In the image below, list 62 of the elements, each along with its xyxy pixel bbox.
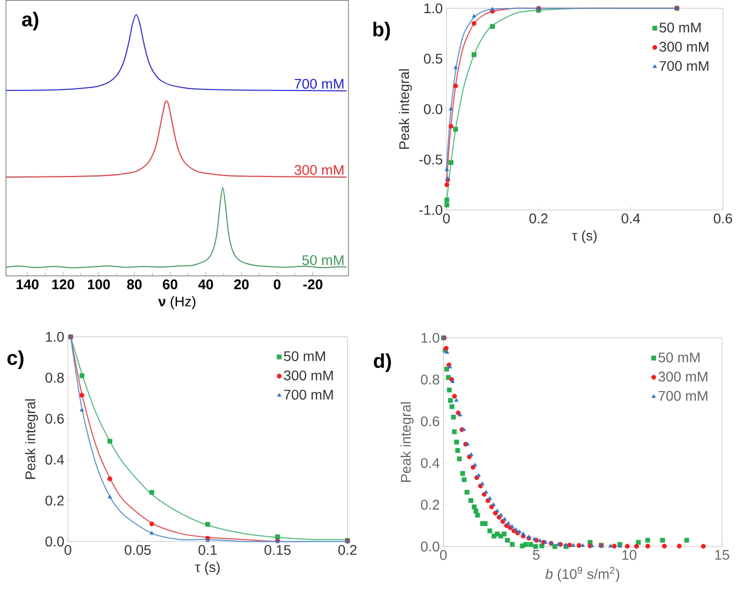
x-tick-label: 0.6 — [714, 213, 732, 224]
text: c) — [7, 350, 24, 369]
x-tick-label: 0 — [440, 550, 447, 560]
x-axis-title: b (10$^{9}$ s/m$^{2}$) — [545, 566, 620, 582]
x-tick-label: 80 — [127, 279, 142, 290]
x-tick-label: 0 — [274, 279, 280, 290]
x-tick-label: 20 — [234, 279, 249, 290]
x-axis-title: τ (s) — [572, 230, 597, 244]
x-tick-label: 40 — [198, 279, 213, 290]
x-tick-label: 0.2 — [529, 213, 548, 224]
y-axis-title: Peak integral — [398, 69, 412, 149]
y-tick-label: 1.0 — [421, 332, 440, 343]
chart-title: a) — [22, 12, 38, 30]
y-tick-label: 0.0 — [45, 536, 64, 546]
y-tick-label: 0.5 — [424, 54, 442, 64]
series-label: 50 mM — [302, 254, 344, 265]
y-tick-label: 0.4 — [420, 458, 440, 468]
y-tick-label: 0.2 — [420, 500, 440, 510]
y-tick-label: 0.6 — [420, 416, 440, 426]
x-tick-label: 10 — [622, 550, 636, 560]
text: d) — [374, 353, 391, 372]
legend-label: 700 mM — [658, 390, 708, 401]
y-axis-title: Peak integral — [400, 402, 414, 482]
y-tick-label: -0.5 — [419, 154, 442, 164]
y-tick-label: 0.2 — [45, 495, 64, 506]
series-label: 300 mM — [294, 164, 344, 175]
series-label: 700 mM — [294, 78, 344, 89]
legend-label: 50 mM — [660, 22, 701, 32]
x-tick-label: 15 — [715, 550, 730, 560]
x-axis-title: τ (s) — [195, 562, 220, 575]
legend-label: 700 mM — [660, 60, 708, 71]
y-tick-label: 0.6 — [45, 414, 64, 424]
legend-label: 300 mM — [658, 371, 708, 382]
x-tick-label: 0.4 — [622, 213, 640, 224]
x-tick-label: -20 — [303, 279, 322, 290]
x-tick-label: 0.15 — [264, 544, 291, 555]
y-tick-label: 0.4 — [45, 454, 64, 464]
x-tick-label: 120 — [52, 279, 74, 290]
x-axis-title: ν (Hz) — [158, 296, 196, 309]
y-tick-label: 1.0 — [424, 3, 442, 14]
y-tick-label: 0.0 — [424, 104, 442, 114]
y-tick-label: 0.8 — [420, 374, 440, 384]
text: b) — [373, 22, 390, 40]
y-tick-label: -1.0 — [419, 204, 442, 215]
x-tick-label: 0.1 — [198, 544, 217, 555]
y-axis-title: Peak integral — [25, 399, 38, 479]
x-tick-label: 5 — [532, 550, 540, 560]
x-tick-label: 0 — [443, 213, 450, 224]
x-tick-label: 140 — [16, 279, 38, 290]
y-tick-label: 0.0 — [420, 541, 440, 552]
legend-label: 300 mM — [284, 370, 333, 380]
legend-label: 50 mM — [284, 351, 325, 361]
y-tick-label: 1.0 — [46, 332, 64, 342]
y-tick-label: 0.8 — [45, 372, 64, 382]
x-tick-label: 100 — [88, 279, 110, 290]
x-tick-label: 0.05 — [124, 544, 151, 555]
x-tick-label: 0 — [64, 544, 72, 555]
x-tick-label: 60 — [162, 279, 178, 290]
legend-label: 700 mM — [284, 390, 333, 400]
legend-label: 300 mM — [660, 42, 708, 52]
legend-label: 50 mM — [658, 352, 700, 362]
x-tick-label: 0.2 — [338, 544, 357, 555]
